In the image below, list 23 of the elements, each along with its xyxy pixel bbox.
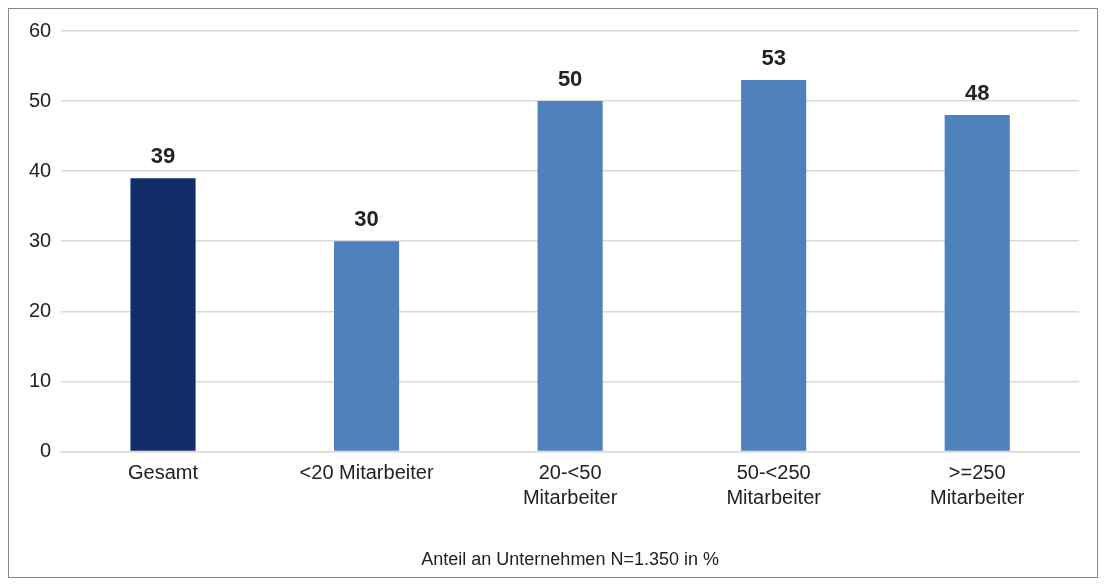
y-tick-label: 50 [29,88,52,111]
data-label: 39 [150,143,176,169]
x-axis-title: Anteil an Unternehmen N=1.350 in % [421,549,719,570]
y-tick-label: 40 [29,158,52,181]
y-tick-label: 30 [29,228,52,251]
data-label: 30 [354,206,379,232]
x-tick-label: 50-<250 Mitarbeiter [726,461,822,509]
x-tick-label: 20-<50 Mitarbeiter [522,461,618,509]
bar [334,241,400,451]
x-tick-label: >=250 Mitarbeiter [929,461,1025,509]
data-label: 48 [964,80,990,106]
bar [130,178,196,451]
bar [944,115,1010,451]
y-tick-label: 20 [29,298,52,321]
x-tick-label: <20 Mitarbeiter [299,461,434,484]
data-label: 53 [761,45,786,71]
bar [537,101,603,451]
x-tick-label: Gesamt [128,461,199,484]
y-tick-label: 60 [29,18,52,41]
bar [741,80,807,451]
y-tick-label: 0 [40,438,52,461]
data-label: 50 [557,66,583,92]
y-tick-label: 10 [29,368,52,391]
